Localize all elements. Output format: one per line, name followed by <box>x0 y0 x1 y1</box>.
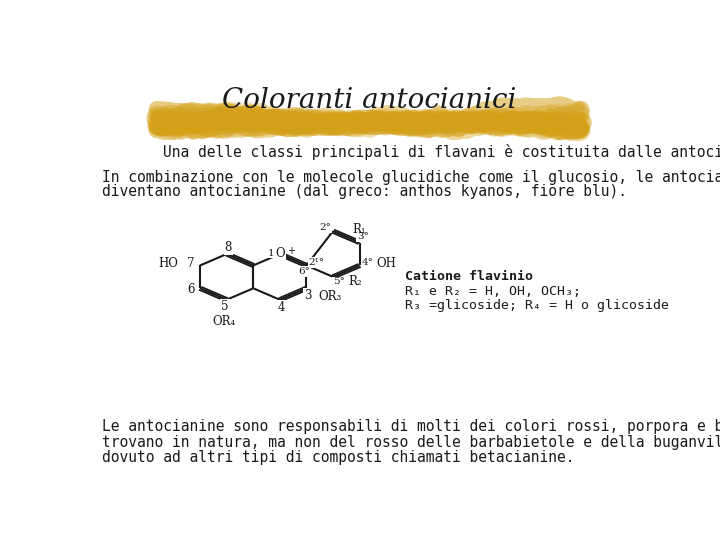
Text: OH: OH <box>377 257 396 270</box>
Text: Una delle classi principali di flavani è costituita dalle antocianidine.: Una delle classi principali di flavani è… <box>163 144 720 160</box>
Text: 8: 8 <box>225 241 232 254</box>
Text: 1: 1 <box>268 248 274 258</box>
Text: Coloranti antocianici: Coloranti antocianici <box>222 86 516 113</box>
Text: 3: 3 <box>305 289 312 302</box>
Text: 4: 4 <box>277 301 284 314</box>
Text: +: + <box>287 246 295 255</box>
Text: Catione flavinio: Catione flavinio <box>405 271 534 284</box>
Text: 6°: 6° <box>298 267 310 276</box>
Text: 7: 7 <box>187 257 195 270</box>
Text: dovuto ad altri tipi di composti chiamati betacianine.: dovuto ad altri tipi di composti chiamat… <box>102 450 575 465</box>
Text: In combinazione con le molecole glucidiche come il glucosio, le antocianidine: In combinazione con le molecole glucidic… <box>102 170 720 185</box>
Text: 4°: 4° <box>362 258 374 267</box>
Text: OR₄: OR₄ <box>213 315 236 328</box>
Text: O: O <box>275 247 284 260</box>
Text: 2°: 2° <box>319 224 331 232</box>
Text: 5°: 5° <box>333 278 345 286</box>
Text: 2¹°: 2¹° <box>308 258 325 267</box>
Text: Le antocianine sono responsabili di molti dei colori rossi, porpora e blu che si: Le antocianine sono responsabili di molt… <box>102 419 720 434</box>
Text: R₂: R₂ <box>348 274 362 287</box>
Text: trovano in natura, ma non del rosso delle barbabietole e della buganvillee che è: trovano in natura, ma non del rosso dell… <box>102 434 720 450</box>
Text: HO: HO <box>158 257 178 270</box>
Text: R₁: R₁ <box>353 222 366 236</box>
Text: OR₃: OR₃ <box>319 290 342 303</box>
Text: 5: 5 <box>221 300 229 313</box>
Text: 3°: 3° <box>357 232 369 241</box>
Text: diventano antocianine (dal greco: anthos kyanos, fiore blu).: diventano antocianine (dal greco: anthos… <box>102 184 627 199</box>
Text: 6: 6 <box>187 284 195 296</box>
Text: R₁ e R₂ = H, OH, OCH₃;: R₁ e R₂ = H, OH, OCH₃; <box>405 285 581 298</box>
Text: R₃ =glicoside; R₄ = H o glicoside: R₃ =glicoside; R₄ = H o glicoside <box>405 300 670 313</box>
